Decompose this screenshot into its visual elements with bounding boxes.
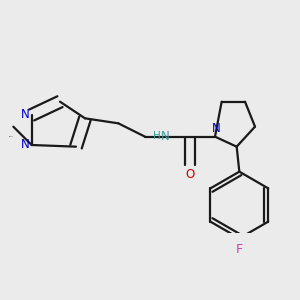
Text: F: F <box>236 243 243 256</box>
Text: methyl: methyl <box>9 135 14 136</box>
Text: N: N <box>21 139 30 152</box>
Text: O: O <box>185 169 195 182</box>
Text: H: H <box>154 131 161 141</box>
Text: N: N <box>21 107 30 121</box>
Text: N: N <box>212 122 220 135</box>
Text: N: N <box>161 130 170 143</box>
